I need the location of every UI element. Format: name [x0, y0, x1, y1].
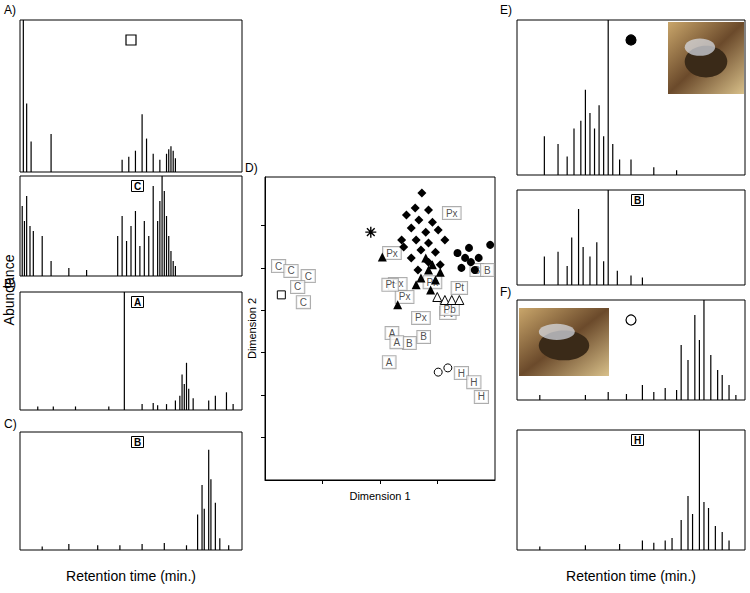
svg-text:A: A — [386, 357, 393, 368]
svg-text:Dimension 2: Dimension 2 — [246, 298, 258, 359]
svg-text:Pb: Pb — [444, 304, 457, 315]
svg-text:B: B — [420, 331, 427, 342]
svg-text:H: H — [478, 391, 485, 402]
svg-text:Dimension 1: Dimension 1 — [349, 490, 410, 502]
svg-text:B: B — [634, 195, 641, 206]
svg-text:Pt: Pt — [455, 282, 465, 293]
svg-text:B: B — [406, 338, 413, 349]
svg-text:H: H — [470, 377, 477, 388]
svg-text:C): C) — [4, 417, 17, 431]
svg-text:A): A) — [4, 3, 16, 17]
svg-text:C: C — [294, 281, 301, 292]
svg-text:C: C — [305, 271, 312, 282]
svg-text:A: A — [388, 327, 396, 339]
svg-text:D): D) — [245, 161, 258, 175]
svg-text:Abundance: Abundance — [1, 254, 17, 325]
svg-text:Px: Px — [426, 276, 439, 288]
svg-text:Retention time (min.): Retention time (min.) — [66, 568, 196, 584]
svg-text:A: A — [393, 337, 400, 348]
svg-text:Px: Px — [415, 312, 427, 323]
svg-text:C: C — [275, 261, 282, 272]
svg-text:F): F) — [500, 285, 511, 299]
svg-text:C: C — [134, 181, 141, 192]
svg-text:H: H — [634, 435, 641, 446]
svg-text:Px: Px — [386, 248, 398, 259]
svg-text:B: B — [484, 265, 491, 276]
svg-text:H: H — [458, 368, 465, 379]
svg-text:C: C — [300, 297, 307, 308]
svg-text:E): E) — [500, 3, 512, 17]
svg-text:Pt: Pt — [385, 279, 395, 290]
svg-text:A: A — [134, 297, 141, 308]
svg-text:Px: Px — [446, 208, 458, 219]
svg-text:Px: Px — [399, 291, 411, 302]
svg-text:C: C — [287, 265, 294, 276]
svg-text:Retention time (min.): Retention time (min.) — [566, 568, 696, 584]
svg-text:B: B — [134, 437, 141, 448]
